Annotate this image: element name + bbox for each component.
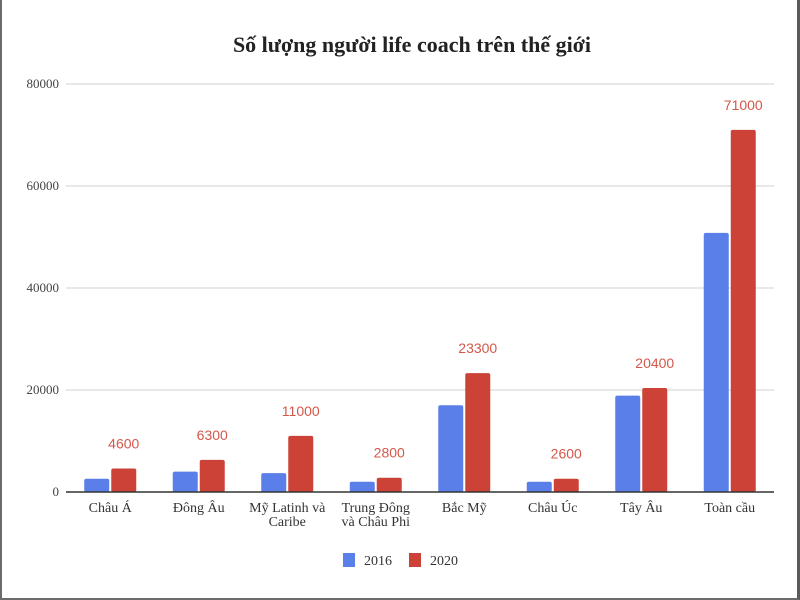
x-tick-label: Caribe xyxy=(269,515,306,530)
bar-2016-2 xyxy=(261,473,287,492)
bar-2016-1 xyxy=(172,471,198,492)
bar-2016-0 xyxy=(84,478,110,492)
x-tick-label: Mỹ Latinh và xyxy=(249,501,326,516)
bar-2020-1 xyxy=(199,459,225,492)
legend-swatch-2020 xyxy=(409,553,421,567)
data-label: 4600 xyxy=(108,436,139,452)
bar-2020-2 xyxy=(288,435,314,492)
data-label: 71000 xyxy=(724,97,763,113)
bar-2016-4 xyxy=(438,405,464,492)
bars xyxy=(84,129,756,493)
gridlines xyxy=(66,83,774,391)
y-tick-label: 60000 xyxy=(27,178,60,193)
data-labels: 4600 6300 11000 2800 23300 2600 20400 71000 xyxy=(108,97,763,462)
bar-2020-0 xyxy=(111,468,137,492)
bar-2020-7 xyxy=(730,129,756,492)
bar-2016-3 xyxy=(349,481,375,492)
data-label: 11000 xyxy=(282,403,320,419)
legend-label: 2016 xyxy=(364,554,392,569)
data-label: 6300 xyxy=(197,427,228,443)
y-tick-label: 0 xyxy=(53,484,60,499)
chart-title: Số lượng người life coach trên thế giới xyxy=(233,32,591,57)
bar-2016-7 xyxy=(703,232,729,493)
legend-swatch-2016 xyxy=(343,553,355,567)
bar-2020-6 xyxy=(642,387,668,492)
x-tick-label: và Châu Phi xyxy=(342,515,411,530)
data-label: 23300 xyxy=(458,340,497,356)
legend: 2016 2020 xyxy=(343,553,458,569)
x-tick-label: Bắc Mỹ xyxy=(442,501,487,516)
x-tick-label: Tây Âu xyxy=(620,499,662,516)
y-axis-ticks: 0 20000 40000 60000 80000 xyxy=(27,76,60,499)
data-label: 2600 xyxy=(551,446,582,462)
y-tick-label: 20000 xyxy=(27,382,60,397)
bar-2020-4 xyxy=(465,373,491,492)
data-label: 2800 xyxy=(374,445,405,461)
x-tick-label: Toàn cầu xyxy=(704,501,755,516)
x-tick-label: Châu Úc xyxy=(528,499,577,516)
x-tick-label: Trung Đông xyxy=(342,501,410,516)
y-tick-label: 40000 xyxy=(27,280,60,295)
bar-2020-5 xyxy=(553,478,579,492)
x-tick-label: Châu Á xyxy=(89,499,133,516)
bar-2020-3 xyxy=(376,477,402,492)
y-tick-label: 80000 xyxy=(27,76,60,91)
bar-2016-5 xyxy=(526,481,552,492)
bar-2016-6 xyxy=(615,395,641,492)
data-label: 20400 xyxy=(635,355,674,371)
x-tick-label: Đông Âu xyxy=(173,499,225,516)
legend-label: 2020 xyxy=(430,554,458,569)
